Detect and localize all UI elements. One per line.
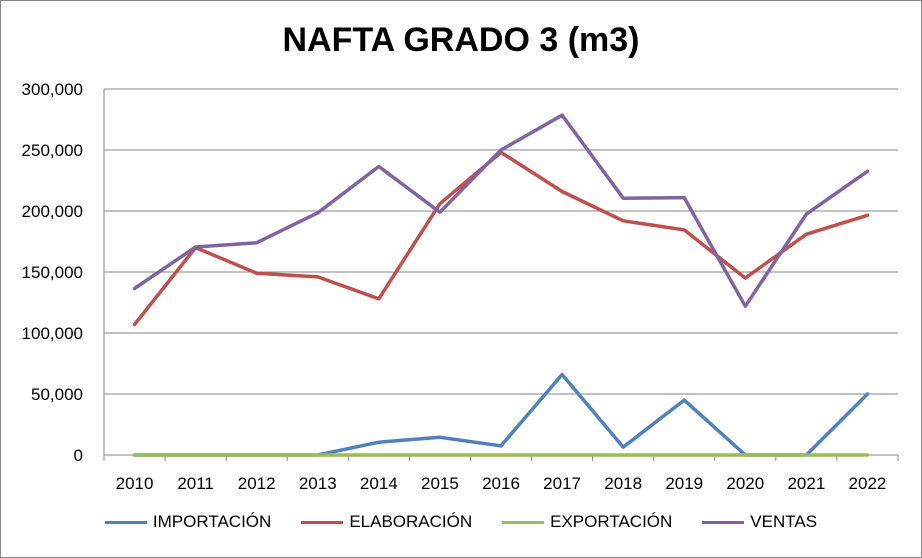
series-line-importación xyxy=(132,372,870,457)
x-tick-label: 2014 xyxy=(360,474,398,493)
y-tick-label: 300,000 xyxy=(22,80,83,99)
y-tick-label: 50,000 xyxy=(31,385,83,404)
chart-title: NAFTA GRADO 3 (m3) xyxy=(282,21,640,59)
legend-item: IMPORTACIÓN xyxy=(104,512,272,532)
y-tick-label: 0 xyxy=(74,446,83,465)
legend-label: IMPORTACIÓN xyxy=(152,512,272,531)
legend-item: EXPORTACIÓN xyxy=(502,512,672,532)
x-tick-label: 2015 xyxy=(421,474,459,493)
legend: IMPORTACIÓN ELABORACIÓN EXPORTACIÓN VENTAS xyxy=(1,512,921,532)
x-tick-label: 2010 xyxy=(116,474,154,493)
legend-swatch xyxy=(301,520,344,524)
x-tick-label: 2013 xyxy=(299,474,337,493)
x-tick-label: 2016 xyxy=(482,474,520,493)
x-tick-label: 2017 xyxy=(543,474,581,493)
series-line-ventas xyxy=(132,113,870,308)
y-tick-label: 250,000 xyxy=(22,141,83,160)
legend-swatch xyxy=(104,520,147,524)
legend-item: VENTAS xyxy=(702,512,817,532)
x-tick-label: 2012 xyxy=(238,474,276,493)
y-tick-label: 200,000 xyxy=(22,202,83,221)
legend-swatch xyxy=(502,520,545,524)
x-tick-label: 2019 xyxy=(665,474,703,493)
legend-label: ELABORACIÓN xyxy=(349,512,473,531)
legend-swatch xyxy=(702,520,745,524)
x-tick-label: 2021 xyxy=(787,474,825,493)
series-line-elaboración xyxy=(132,150,870,327)
x-tick-label: 2022 xyxy=(849,474,887,493)
x-tick-label: 2018 xyxy=(604,474,642,493)
x-tick-label: 2011 xyxy=(177,474,214,493)
legend-label: VENTAS xyxy=(750,512,818,531)
y-tick-label: 100,000 xyxy=(22,324,83,343)
x-tick-label: 2020 xyxy=(726,474,764,493)
y-tick-label: 150,000 xyxy=(22,263,83,282)
legend-label: EXPORTACIÓN xyxy=(550,512,673,531)
legend-item: ELABORACIÓN xyxy=(301,512,472,532)
